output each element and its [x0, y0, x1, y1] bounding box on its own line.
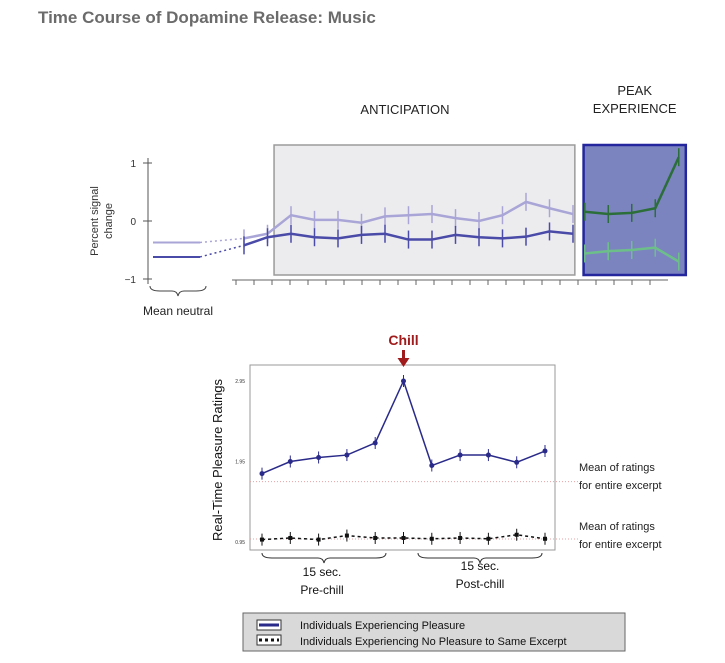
mean-label-line-1: Mean of ratings: [579, 462, 655, 474]
post-chill-label-line-2: Post-chill: [456, 577, 505, 591]
rating-point: [344, 452, 350, 458]
peak-label-line-2: EXPERIENCE: [593, 101, 677, 116]
rating-point: [486, 536, 491, 541]
post-chill-label-line-1: 15 sec.: [461, 559, 500, 573]
rating-point: [373, 535, 378, 540]
post-chill-brace: [417, 552, 543, 564]
chill-arrow-head: [397, 358, 410, 367]
rating-point: [514, 459, 520, 465]
rating-point: [485, 452, 491, 458]
neutral-connector-light: [199, 237, 245, 244]
rating-point: [372, 440, 378, 446]
neutral-brace: [149, 285, 207, 297]
y-axis-label-line-1: Percent signal: [89, 186, 101, 256]
pre-chill-label-line-1: 15 sec.: [303, 565, 342, 579]
rating-point: [288, 535, 293, 540]
y-tick-label: 1.95: [235, 460, 245, 466]
legend-swatch-no-pleasure: [256, 634, 282, 646]
peak-experience-region: [582, 143, 688, 277]
y-tick-label: 0.95: [235, 540, 245, 546]
rating-point: [458, 535, 463, 540]
dopamine-chart: ANTICIPATION PEAK EXPERIENCE 1 0 −1 Percent si…: [89, 83, 688, 318]
rating-point: [287, 459, 293, 464]
rating-point: [514, 532, 519, 537]
rating-point: [542, 448, 548, 454]
rating-point: [259, 471, 265, 477]
legend-label-no-pleasure: Individuals Experiencing No Pleasure to …: [300, 636, 567, 648]
rating-point: [316, 537, 321, 542]
legend-box: [242, 612, 626, 652]
page-title: Time Course of Dopamine Release: Music: [38, 8, 376, 27]
mean-label-line-2: for entire excerpt: [579, 480, 662, 492]
y-axis-label-line-2: change: [103, 203, 115, 239]
y-axis-label: Real-Time Pleasure Ratings: [210, 378, 225, 541]
mean-label-line-1: Mean of ratings: [579, 521, 655, 533]
neutral-label: Mean neutral: [143, 304, 213, 318]
y-tick-label: 0: [130, 217, 136, 228]
rating-point: [429, 463, 435, 469]
rating-point: [457, 452, 463, 458]
mean-label-line-2: for entire excerpt: [579, 539, 662, 551]
legend-label-pleasure: Individuals Experiencing Pleasure: [300, 620, 465, 632]
anticipation-label: ANTICIPATION: [360, 102, 449, 117]
rating-point: [316, 454, 322, 460]
pre-chill-label-line-2: Pre-chill: [300, 583, 343, 597]
rating-point: [543, 536, 547, 541]
chill-label: Chill: [388, 332, 418, 348]
rating-series-line-1: [261, 533, 546, 541]
rating-point: [429, 536, 434, 541]
rating-point: [344, 533, 349, 538]
rating-point: [401, 535, 406, 540]
y-tick-label: −1: [125, 275, 137, 286]
pre-chill-brace: [261, 552, 387, 564]
rating-point: [401, 378, 406, 384]
plot-frame: [249, 364, 556, 551]
y-tick-label: 2.95: [235, 379, 245, 385]
peak-label-line-1: PEAK: [617, 83, 652, 98]
anticipation-region: [273, 144, 576, 276]
rating-point: [260, 537, 264, 542]
y-tick-label: 1: [130, 159, 136, 170]
